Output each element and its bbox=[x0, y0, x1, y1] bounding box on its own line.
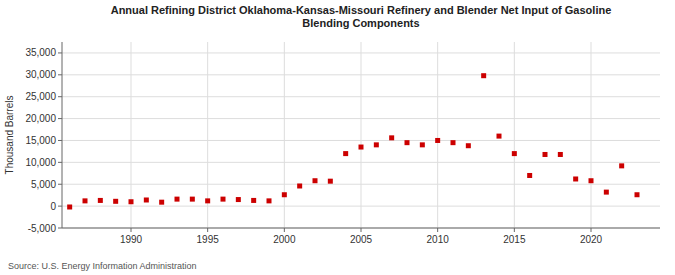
point bbox=[83, 198, 88, 203]
y-tick-label: 20,000 bbox=[25, 113, 56, 124]
point bbox=[205, 198, 210, 203]
point bbox=[497, 134, 502, 139]
point bbox=[221, 197, 226, 202]
x-tick-label: 2015 bbox=[503, 234, 526, 245]
x-tick-label: 2005 bbox=[350, 234, 373, 245]
point bbox=[67, 204, 72, 209]
y-tick bbox=[58, 118, 62, 119]
y-tick-label: -5,000 bbox=[28, 223, 57, 234]
y-tick-label: 35,000 bbox=[25, 47, 56, 58]
points bbox=[67, 73, 639, 209]
point bbox=[113, 199, 118, 204]
point bbox=[175, 197, 180, 202]
point bbox=[313, 178, 318, 183]
x-tick bbox=[437, 228, 438, 232]
point bbox=[573, 176, 578, 181]
point bbox=[374, 142, 379, 147]
x-grid-line bbox=[361, 42, 362, 228]
point bbox=[236, 197, 241, 202]
y-tick bbox=[58, 228, 62, 229]
y-axis-label: Thousand Barrels bbox=[4, 96, 15, 175]
y-tick bbox=[58, 206, 62, 207]
point bbox=[558, 152, 563, 157]
point bbox=[389, 135, 394, 140]
point bbox=[527, 173, 532, 178]
point bbox=[420, 142, 425, 147]
y-axis-line bbox=[62, 42, 63, 228]
y-tick bbox=[58, 184, 62, 185]
point bbox=[635, 192, 640, 197]
point bbox=[297, 183, 302, 188]
point bbox=[405, 140, 410, 145]
x-tick bbox=[207, 228, 208, 232]
y-tick-label: 25,000 bbox=[25, 91, 56, 102]
point bbox=[190, 197, 195, 202]
point bbox=[481, 73, 486, 78]
title: Annual Refining District Oklahoma-Kansas… bbox=[111, 4, 612, 29]
point bbox=[159, 200, 164, 205]
x-tick-label: 2000 bbox=[273, 234, 296, 245]
y-tick bbox=[58, 140, 62, 141]
point bbox=[435, 138, 440, 143]
title-line: Blending Components bbox=[302, 17, 419, 29]
point bbox=[343, 151, 348, 156]
point bbox=[451, 140, 456, 145]
title-line: Annual Refining District Oklahoma-Kansas… bbox=[111, 4, 612, 16]
y-tick bbox=[58, 52, 62, 53]
point bbox=[282, 192, 287, 197]
y-tick-label: 10,000 bbox=[25, 157, 56, 168]
x-tick bbox=[514, 228, 515, 232]
y-tick-label: 5,000 bbox=[31, 179, 56, 190]
point bbox=[267, 198, 272, 203]
x-tick-label: 1990 bbox=[120, 234, 143, 245]
y-tick bbox=[58, 74, 62, 75]
y-tick-label: 15,000 bbox=[25, 135, 56, 146]
y-tick bbox=[58, 162, 62, 163]
x-tick-label: 2010 bbox=[427, 234, 450, 245]
x-tick bbox=[361, 228, 362, 232]
x-tick bbox=[131, 228, 132, 232]
point bbox=[466, 143, 471, 148]
point bbox=[589, 178, 594, 183]
y-tick-label: 30,000 bbox=[25, 69, 56, 80]
point bbox=[543, 152, 548, 157]
point bbox=[619, 163, 624, 168]
point bbox=[144, 197, 149, 202]
point bbox=[604, 190, 609, 195]
x-tick bbox=[591, 228, 592, 232]
point bbox=[359, 145, 364, 150]
y-grid-line bbox=[62, 228, 660, 229]
point bbox=[251, 198, 256, 203]
x-tick bbox=[284, 228, 285, 232]
x-tick-label: 2020 bbox=[580, 234, 603, 245]
x-tick-label: 1995 bbox=[197, 234, 220, 245]
y-tick-label: 0 bbox=[50, 201, 56, 212]
point bbox=[129, 199, 134, 204]
x-grid-line bbox=[591, 42, 592, 228]
source-note: Source: U.S. Energy Information Administ… bbox=[8, 261, 197, 271]
chart: Annual Refining District Oklahoma-Kansas… bbox=[0, 0, 675, 275]
x-axis-line bbox=[62, 228, 660, 229]
x-grid-line bbox=[514, 42, 515, 228]
point bbox=[512, 151, 517, 156]
x-grid-line bbox=[437, 42, 438, 228]
y-tick bbox=[58, 96, 62, 97]
point bbox=[98, 198, 103, 203]
grid bbox=[62, 42, 660, 228]
point bbox=[328, 179, 333, 184]
x-grid-line bbox=[284, 42, 285, 228]
